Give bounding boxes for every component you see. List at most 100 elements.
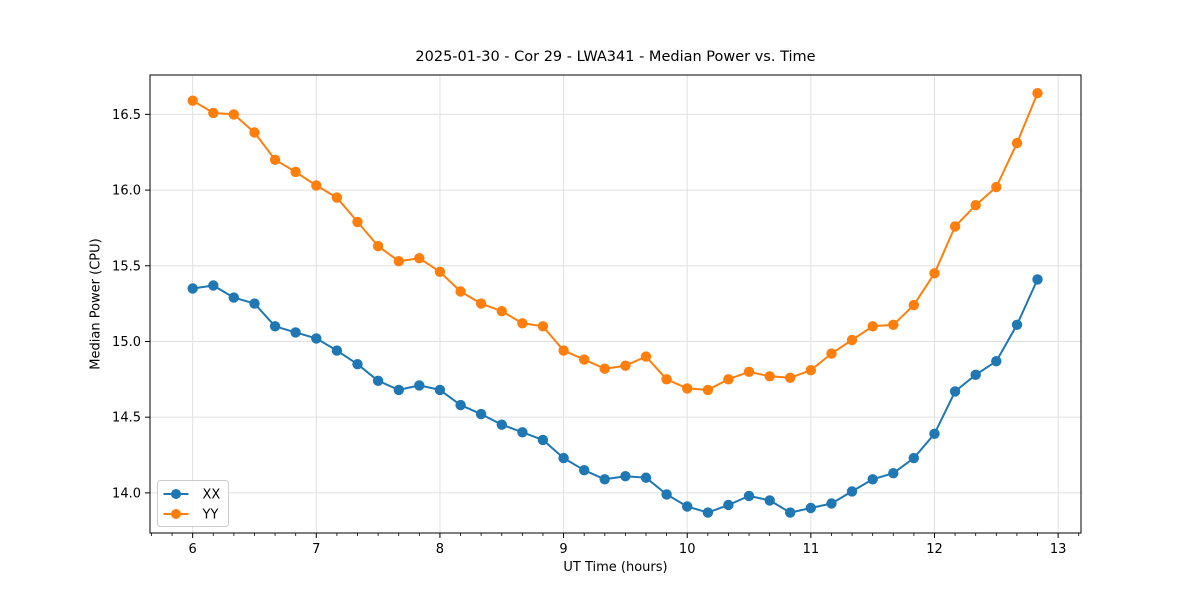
- data-point-yy: [187, 95, 198, 106]
- chart-title: 2025-01-30 - Cor 29 - LWA341 - Median Po…: [415, 49, 816, 65]
- y-tick-label: 14.5: [112, 411, 141, 426]
- data-point-xx: [970, 369, 981, 380]
- data-point-yy: [599, 363, 610, 374]
- data-point-yy: [991, 181, 1002, 193]
- data-point-xx: [1032, 274, 1043, 285]
- y-tick-label: 15.0: [112, 335, 141, 350]
- data-point-xx: [640, 472, 652, 483]
- data-point-yy: [228, 109, 239, 120]
- data-point-yy: [290, 166, 301, 178]
- y-tick-label: 16.0: [112, 184, 141, 199]
- data-point-yy: [208, 107, 219, 119]
- series-line-yy: [192, 92, 1039, 391]
- data-point-xx: [496, 419, 507, 430]
- data-point-xx: [682, 501, 693, 512]
- data-point-xx: [517, 427, 528, 438]
- x-tick-label: 6: [189, 542, 197, 557]
- x-tick-label: 8: [436, 542, 444, 557]
- x-tick-label: 13: [1050, 542, 1067, 557]
- data-point-xx: [579, 465, 590, 476]
- data-point-xx: [929, 428, 940, 439]
- legend-label-yy: YY: [202, 508, 219, 523]
- x-tick-label: 7: [312, 542, 320, 557]
- x-tick-label: 9: [559, 542, 567, 557]
- data-point-yy: [455, 286, 466, 297]
- data-point-xx: [208, 280, 219, 291]
- data-point-xx: [455, 399, 466, 411]
- data-point-yy: [640, 351, 652, 362]
- data-point-xx: [475, 408, 487, 420]
- legend-marker: [171, 509, 181, 519]
- data-point-yy: [826, 348, 837, 359]
- data-point-yy: [372, 240, 384, 252]
- data-point-yy: [743, 366, 755, 377]
- data-point-yy: [949, 221, 961, 232]
- data-point-xx: [620, 471, 631, 482]
- data-point-xx: [290, 327, 301, 338]
- data-point-yy: [702, 384, 714, 396]
- data-point-yy: [929, 268, 940, 279]
- data-point-yy: [682, 383, 693, 394]
- data-point-xx: [1011, 319, 1023, 330]
- x-axis-label: UT Time (hours): [563, 560, 668, 575]
- data-point-xx: [764, 495, 775, 506]
- data-point-xx: [867, 474, 878, 485]
- data-point-yy: [620, 360, 631, 371]
- data-point-xx: [908, 452, 919, 464]
- data-point-xx: [888, 468, 899, 479]
- data-point-xx: [599, 474, 610, 485]
- data-point-xx: [949, 386, 961, 397]
- data-point-yy: [331, 192, 343, 203]
- data-point-yy: [1011, 137, 1023, 149]
- data-point-yy: [888, 319, 899, 330]
- data-point-yy: [846, 334, 858, 346]
- data-point-yy: [249, 127, 260, 138]
- data-point-xx: [661, 489, 672, 500]
- data-point-xx: [352, 359, 363, 370]
- data-point-yy: [661, 374, 672, 385]
- data-point-yy: [517, 318, 528, 329]
- data-point-xx: [187, 283, 198, 294]
- legend-marker: [171, 489, 181, 499]
- data-point-yy: [908, 299, 919, 311]
- data-point-xx: [826, 498, 837, 509]
- data-point-yy: [579, 354, 590, 365]
- data-point-yy: [393, 256, 404, 267]
- data-point-yy: [496, 306, 507, 317]
- series-line-xx: [192, 278, 1039, 514]
- y-tick-label: 15.5: [112, 259, 141, 274]
- data-point-xx: [991, 356, 1002, 367]
- data-point-xx: [249, 298, 260, 309]
- y-tick-label: 16.5: [112, 108, 141, 123]
- data-point-yy: [537, 321, 549, 332]
- data-point-xx: [537, 434, 549, 446]
- data-point-yy: [867, 321, 878, 332]
- x-tick-label: 10: [679, 542, 696, 557]
- data-point-yy: [805, 365, 816, 376]
- data-point-xx: [785, 507, 796, 518]
- data-point-xx: [228, 292, 239, 303]
- data-point-xx: [805, 502, 816, 514]
- data-point-yy: [475, 298, 487, 309]
- data-point-yy: [311, 180, 322, 191]
- x-tick-label: 12: [926, 542, 943, 557]
- y-axis-label: Median Power (CPU): [88, 238, 104, 370]
- data-point-yy: [785, 372, 796, 383]
- data-point-yy: [414, 253, 425, 264]
- data-point-yy: [723, 374, 734, 385]
- data-point-xx: [372, 375, 384, 386]
- data-point-xx: [434, 384, 446, 396]
- data-point-yy: [434, 266, 446, 277]
- data-point-xx: [414, 380, 425, 391]
- data-point-yy: [1032, 88, 1043, 99]
- data-point-xx: [311, 333, 322, 344]
- legend-label-xx: XX: [203, 488, 221, 503]
- data-point-xx: [702, 507, 714, 518]
- x-tick-label: 11: [803, 542, 820, 557]
- y-tick-label: 14.0: [112, 486, 141, 501]
- data-point-yy: [269, 154, 281, 165]
- data-point-xx: [723, 499, 734, 511]
- data-point-yy: [558, 345, 569, 356]
